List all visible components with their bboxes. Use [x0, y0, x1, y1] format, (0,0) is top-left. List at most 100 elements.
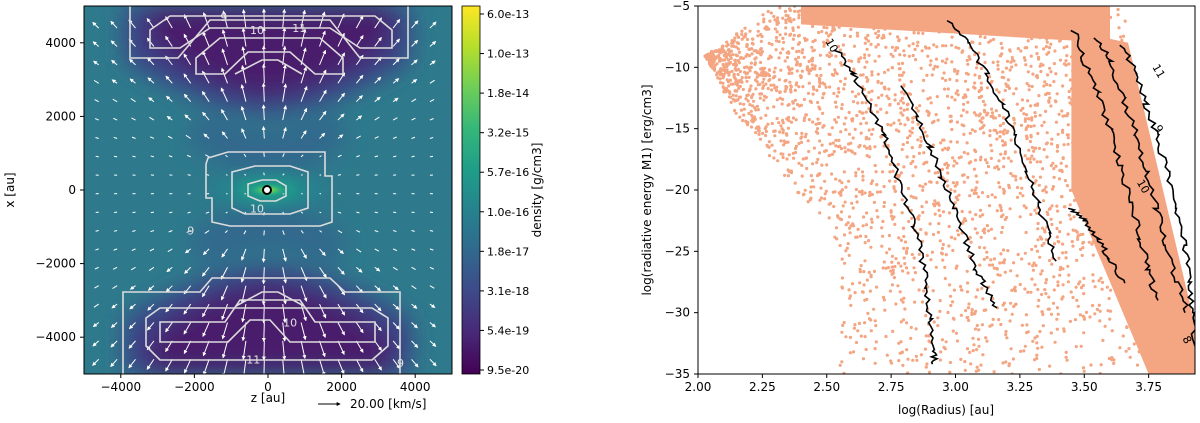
scatter-point — [936, 316, 940, 320]
density-contours — [122, 6, 409, 374]
velocity-arrow — [243, 359, 247, 374]
scatter-point — [979, 66, 984, 71]
scatter-point — [898, 53, 902, 57]
scatter-point — [1002, 156, 1006, 160]
scatter-point — [990, 323, 994, 327]
scatter-point — [844, 249, 848, 253]
scatter-point — [995, 131, 999, 135]
scatter-point — [781, 97, 785, 101]
scatter-point — [731, 93, 735, 97]
scatter-point — [869, 329, 873, 333]
scatter-point — [964, 71, 969, 75]
scatter-point — [757, 126, 761, 130]
scatter-point — [856, 227, 860, 231]
scatter-point — [729, 100, 733, 104]
scatter-point — [1075, 230, 1079, 234]
scatter-point — [1034, 74, 1038, 78]
scatter-point — [997, 318, 1001, 322]
scatter-point — [732, 73, 736, 77]
scatter-point — [1037, 367, 1041, 372]
scatter-point — [997, 114, 1002, 118]
velocity-arrow — [355, 266, 363, 273]
scatter-point — [857, 92, 861, 96]
scatter-point — [796, 25, 801, 29]
density-contour-label: 10 — [250, 202, 264, 215]
scatter-point — [721, 85, 725, 89]
scatter-point — [909, 80, 913, 84]
velocity-arrow — [110, 340, 118, 348]
velocity-arrow — [95, 229, 99, 232]
scatter-point — [1103, 324, 1107, 328]
velocity-arrow — [355, 74, 364, 84]
scatter-point — [767, 74, 772, 78]
scatter-point — [867, 90, 871, 94]
scatter-point — [783, 89, 787, 93]
scatter-point — [806, 200, 810, 204]
scatter-point — [753, 70, 757, 74]
scatter-point — [835, 72, 839, 76]
scatter-point — [1108, 317, 1112, 321]
scatter-point — [1030, 277, 1034, 281]
scatter-point — [802, 55, 806, 59]
scatter-point — [840, 257, 844, 261]
scatter-point — [1081, 246, 1085, 250]
scatter-point — [782, 143, 786, 147]
density-xtick-label: 4000 — [400, 380, 431, 394]
velocity-arrow — [263, 172, 265, 176]
velocity-arrow — [429, 248, 434, 251]
velocity-arrow — [243, 153, 247, 158]
scatter-point — [1031, 268, 1035, 272]
scatter-point — [1082, 331, 1086, 335]
scatter-point — [843, 200, 847, 204]
velocity-arrow — [225, 174, 228, 176]
scatter-point — [803, 116, 807, 120]
scatter-point — [1023, 344, 1027, 348]
scatter-point — [819, 186, 823, 190]
scatter-point — [742, 113, 746, 117]
density-ytick-label: −2000 — [35, 257, 76, 271]
scatter-point — [987, 204, 992, 208]
scatter-point — [864, 110, 868, 114]
scatter-point — [1031, 72, 1035, 76]
scatter-point — [989, 39, 993, 43]
scatter-point — [756, 108, 761, 112]
scatter-point — [1020, 257, 1024, 261]
scatter-point — [847, 253, 851, 257]
scatter-point — [728, 54, 733, 58]
scatter-point — [854, 187, 859, 192]
scatter-point — [1038, 113, 1042, 117]
scatter-point — [710, 64, 714, 68]
scatter-point — [1055, 327, 1059, 331]
scatter-point — [1008, 49, 1012, 53]
scatter-point — [930, 250, 935, 254]
scatter-point — [834, 138, 838, 142]
scatter-point — [842, 371, 846, 374]
scatter-point — [730, 39, 734, 43]
scatter-point — [730, 69, 734, 73]
scatter-point — [1039, 272, 1043, 276]
scatter-point — [782, 40, 786, 44]
scatter-point — [815, 73, 819, 78]
scatter-point — [870, 192, 874, 197]
scatter-point — [1003, 258, 1007, 262]
velocity-arrow — [319, 110, 327, 121]
scatter-point — [985, 250, 989, 254]
scatter-point — [1082, 292, 1086, 296]
scatter-point — [748, 69, 752, 73]
scatter-point — [754, 131, 758, 135]
scatter-point — [1120, 38, 1124, 42]
scatter-point — [803, 188, 807, 192]
scatter-point — [1040, 345, 1044, 349]
scatter-point — [762, 98, 766, 102]
velocity-arrow — [92, 358, 100, 366]
scatter-point — [734, 64, 738, 68]
scatter-point — [967, 318, 971, 322]
scatter-point — [925, 253, 929, 258]
scatter-point — [1032, 124, 1036, 128]
scatter-point — [896, 162, 900, 166]
scatter-point — [905, 246, 910, 250]
scatter-point — [932, 320, 936, 324]
scatter-point — [758, 73, 762, 77]
scatter-point — [954, 45, 958, 50]
scatter-point — [940, 167, 945, 171]
